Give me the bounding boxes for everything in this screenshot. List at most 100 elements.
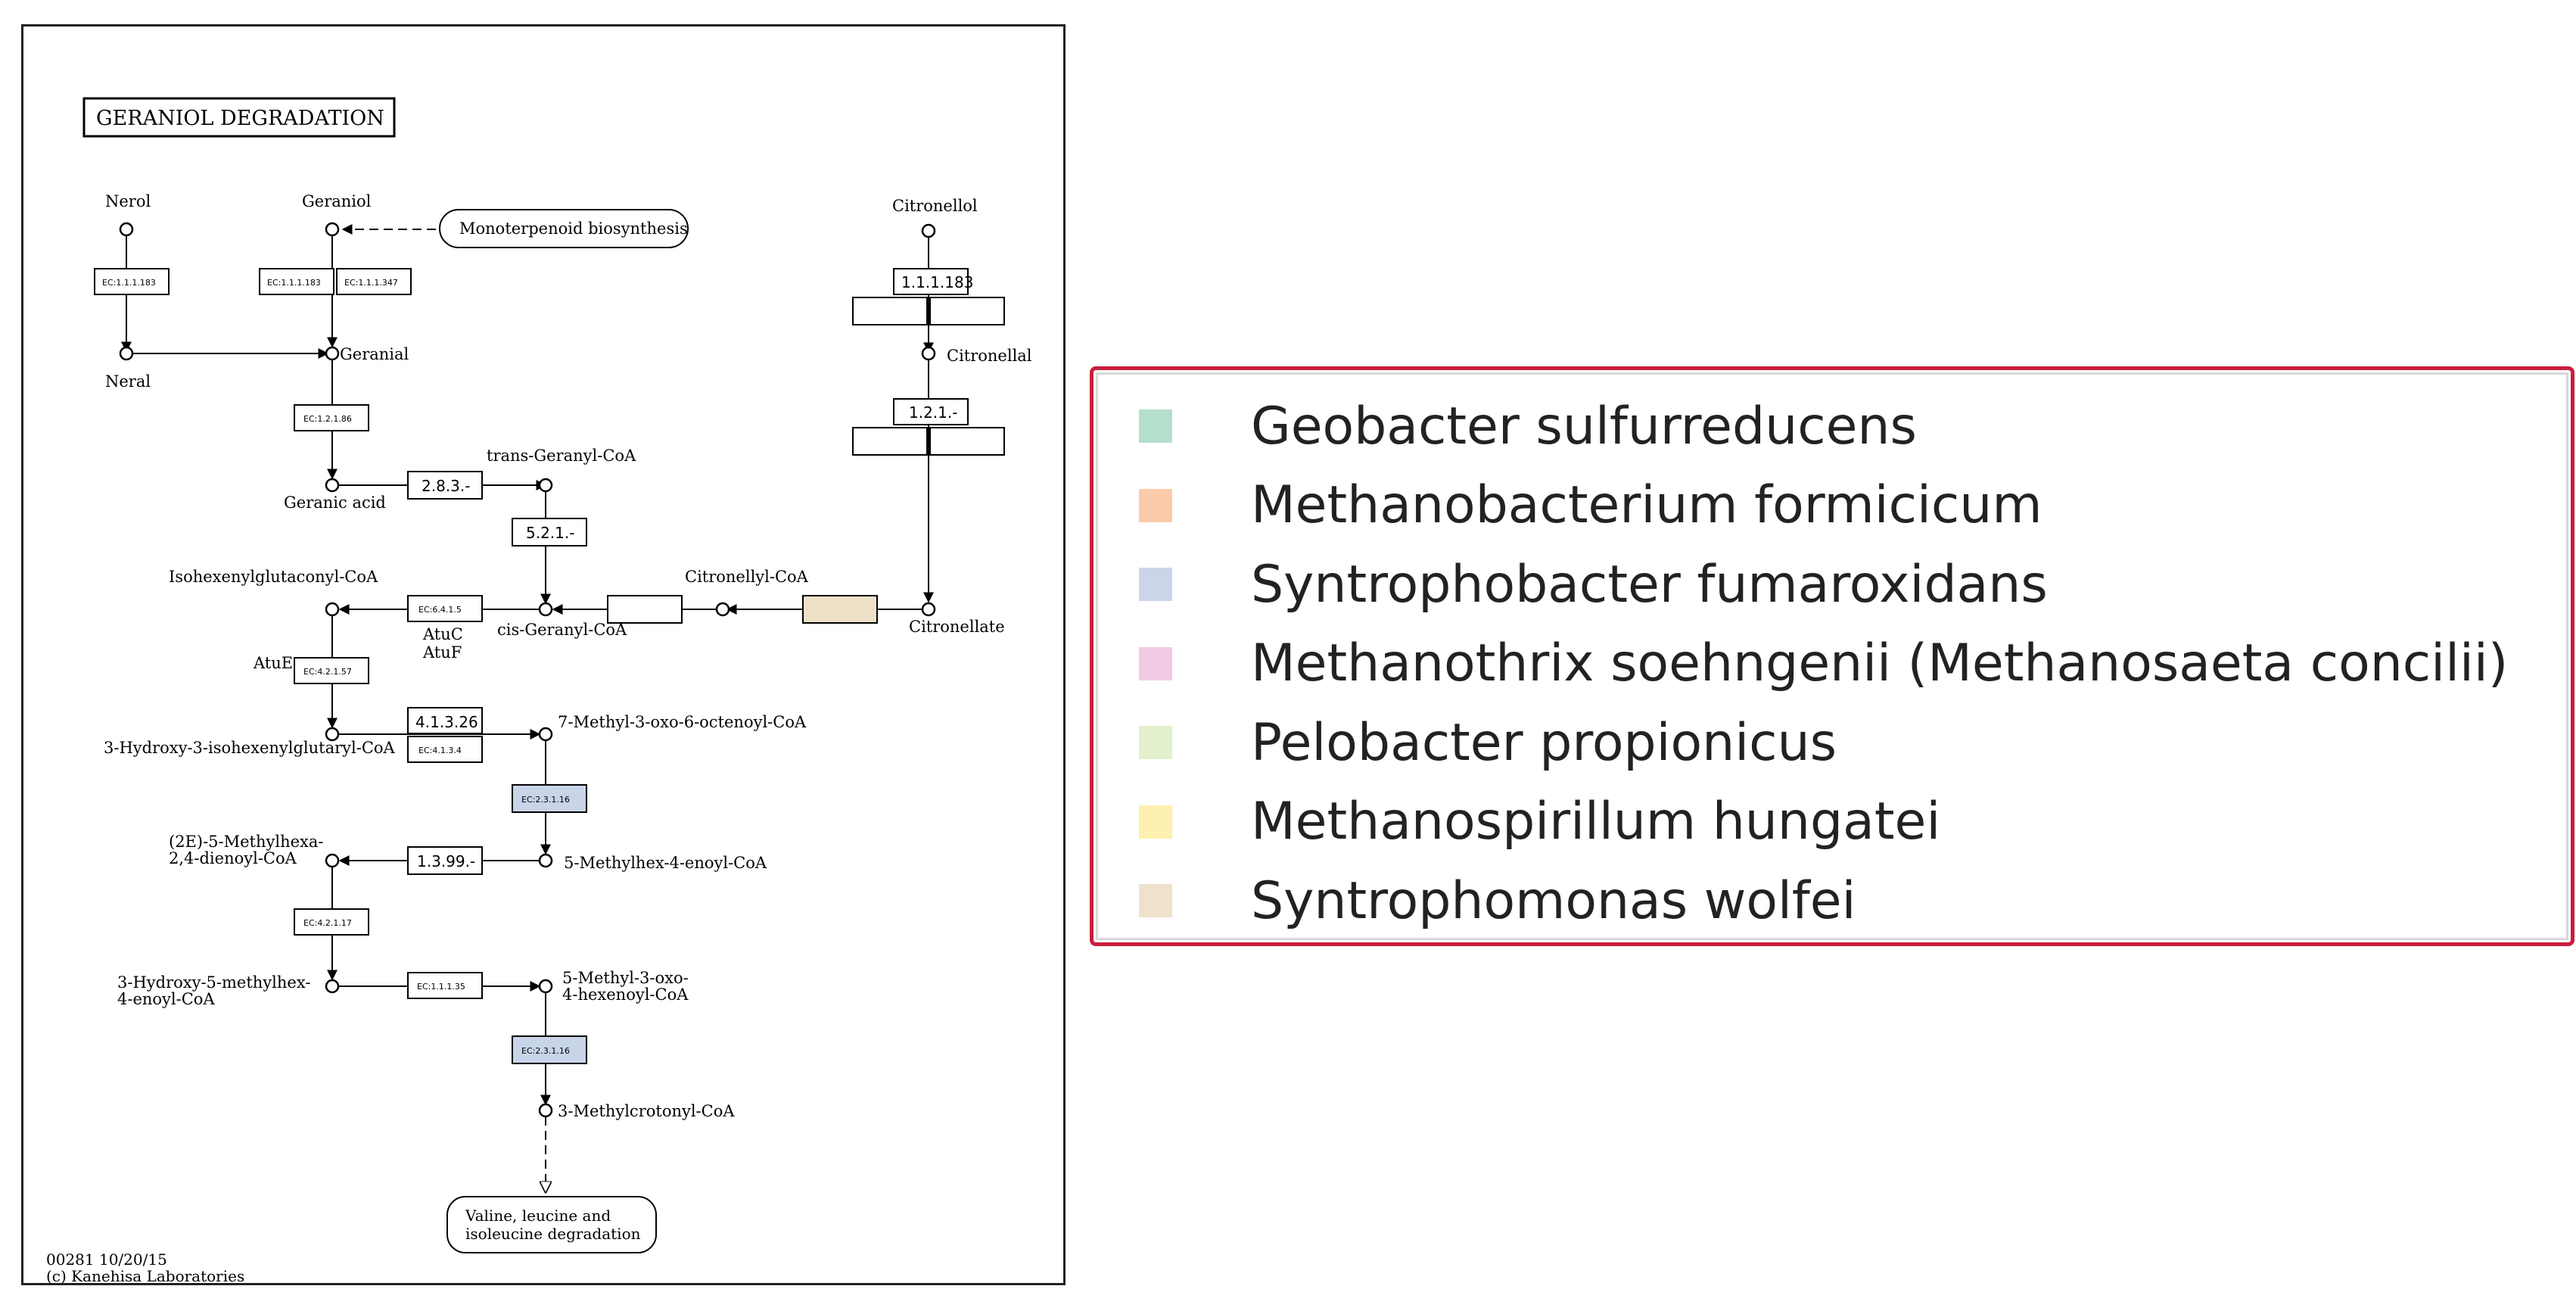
- enzyme-box-citronellol-empty-b[interactable]: [929, 297, 1005, 325]
- compound-node-geranial[interactable]: [325, 346, 340, 361]
- compound-node-citronellol[interactable]: [921, 223, 936, 238]
- label-atuf: AtuF: [422, 643, 462, 662]
- legend-item: Methanospirillum hungatei: [1139, 783, 2508, 862]
- compound-node-hydroxy-methylhex-enoyl-coa[interactable]: [325, 979, 340, 994]
- enzyme-box-nerol[interactable]: [94, 268, 170, 295]
- enzyme-label-acyltransferase-1: EC:2.3.1.16: [521, 795, 570, 805]
- enzyme-box-geranial[interactable]: [294, 404, 369, 431]
- enzyme-box-hydratase-2[interactable]: [294, 908, 369, 936]
- enzyme-box-ligase[interactable]: [407, 471, 483, 500]
- legend-label: Syntrophomonas wolfei: [1251, 870, 1856, 931]
- legend-swatch: [1139, 805, 1172, 839]
- label-isohexenylglutaconyl-coa: Isohexenylglutaconyl-CoA: [169, 568, 378, 586]
- legend-label: Methanospirillum hungatei: [1251, 792, 1941, 852]
- label-geranic-acid: Geranic acid: [284, 494, 386, 512]
- compound-node-methylcrotonyl-coa[interactable]: [538, 1103, 553, 1118]
- footer-copyright: (c) Kanehisa Laboratories: [46, 1267, 244, 1285]
- enzyme-box-citronellal-empty-b[interactable]: [929, 427, 1005, 456]
- label-hydroxy-methylhex-line1: 3-Hydroxy-5-methylhex-: [117, 973, 310, 992]
- enzyme-label-oxidoreductase: 1.3.99.-: [417, 852, 475, 870]
- enzyme-box-citronellyl-empty[interactable]: [607, 595, 683, 624]
- compound-node-methyl-oxo-hexenoyl-coa[interactable]: [538, 979, 553, 994]
- enzyme-label-citronellal: 1.2.1.-: [909, 403, 957, 422]
- legend-label: Geobacter sulfurreducens: [1251, 396, 1917, 456]
- enzyme-box-citronellal[interactable]: [893, 398, 969, 425]
- legend-swatch: [1139, 568, 1172, 602]
- label-atue: AtuE: [253, 654, 293, 672]
- legend-items: Geobacter sulfurreducens Methanobacterium…: [1139, 387, 2508, 941]
- map-link-monoterpenoid[interactable]: [439, 209, 689, 248]
- enzyme-box-citronellal-empty-a[interactable]: [852, 427, 928, 456]
- legend-item: Methanobacterium formicicum: [1139, 466, 2508, 546]
- enzyme-label-lyase-a: 4.1.3.26: [415, 713, 478, 731]
- label-hydroxy-methylhex-line2: 4-enoyl-CoA: [117, 990, 215, 1008]
- compound-node-neral[interactable]: [119, 346, 134, 361]
- legend-swatch: [1139, 488, 1172, 522]
- enzyme-box-oxidoreductase[interactable]: [407, 846, 483, 875]
- enzyme-box-citronellol-empty-a[interactable]: [852, 297, 928, 325]
- enzyme-label-acyltransferase-2: EC:2.3.1.16: [521, 1046, 570, 1056]
- compound-node-geranic-acid[interactable]: [325, 478, 340, 493]
- label-methyl-oxo-hexenoyl-line1: 5-Methyl-3-oxo-: [562, 969, 689, 987]
- label-citronellal: Citronellal: [947, 347, 1032, 365]
- legend-label: Methanobacterium formicicum: [1251, 475, 2042, 536]
- legend-label: Pelobacter propionicus: [1251, 712, 1837, 773]
- enzyme-label-lyase-b: EC:4.1.3.4: [418, 746, 462, 755]
- enzyme-box-acyltransferase-2[interactable]: [512, 1035, 587, 1064]
- compound-node-trans-geranyl-coa[interactable]: [538, 478, 553, 493]
- enzyme-label-dehydrogenase: EC:1.1.1.35: [417, 982, 465, 992]
- legend-swatch: [1139, 646, 1172, 680]
- pathway-map-panel: GERANIOL DEGRADATION: [21, 24, 1066, 1285]
- enzyme-box-dehydrogenase[interactable]: [407, 972, 483, 999]
- label-geraniol: Geraniol: [302, 192, 372, 210]
- legend-item: Syntrophobacter fumaroxidans: [1139, 545, 2508, 624]
- label-methyl-oxo-hexenoyl-line2: 4-hexenoyl-CoA: [562, 986, 689, 1004]
- label-methyl-oxo-octenoyl-coa: 7-Methyl-3-oxo-6-octenoyl-CoA: [558, 713, 807, 731]
- compound-node-hydroxy-isohexenylglutaryl-coa[interactable]: [325, 727, 340, 742]
- compound-node-nerol[interactable]: [119, 222, 134, 237]
- compound-node-geraniol[interactable]: [325, 222, 340, 237]
- species-legend: Geobacter sulfurreducens Methanobacterium…: [1090, 366, 2574, 946]
- label-neral: Neral: [105, 372, 151, 391]
- enzyme-box-geraniol-b[interactable]: [336, 268, 412, 295]
- enzyme-label-carboxylase: EC:6.4.1.5: [418, 605, 462, 615]
- map-link-valine[interactable]: [446, 1196, 657, 1253]
- enzyme-label-geraniol-a: EC:1.1.1.183: [267, 278, 321, 288]
- enzyme-label-hydratase: EC:4.2.1.57: [303, 667, 352, 677]
- enzyme-label-ligase: 2.8.3.-: [422, 477, 470, 495]
- enzyme-label-geranial: EC:1.2.1.86: [303, 414, 352, 424]
- label-methylhex-enoyl-coa: 5-Methylhex-4-enoyl-CoA: [564, 854, 767, 872]
- label-citronellol: Citronellol: [892, 197, 978, 215]
- label-methylhexadienoyl-coa-line2: 2,4-dienoyl-CoA: [169, 849, 297, 867]
- enzyme-box-acyltransferase-1[interactable]: [512, 784, 587, 813]
- label-methylhexadienoyl-coa-line1: (2E)-5-Methylhexa-: [169, 833, 324, 851]
- compound-node-cis-geranyl-coa[interactable]: [538, 602, 553, 617]
- compound-node-methylhexadienoyl-coa[interactable]: [325, 853, 340, 868]
- legend-label: Methanothrix soehngenii (Methanosaeta co…: [1251, 634, 2509, 694]
- enzyme-label-geraniol-b: EC:1.1.1.347: [344, 278, 398, 288]
- legend-item: Pelobacter propionicus: [1139, 703, 2508, 783]
- enzyme-box-carboxylase[interactable]: [407, 595, 483, 622]
- enzyme-box-geraniol-a[interactable]: [259, 268, 334, 295]
- enzyme-box-hydratase[interactable]: [294, 657, 369, 684]
- compound-node-methylhex-enoyl-coa[interactable]: [538, 853, 553, 868]
- legend-item: Methanothrix soehngenii (Methanosaeta co…: [1139, 624, 2508, 704]
- compound-node-isohexenylglutaconyl-coa[interactable]: [325, 602, 340, 617]
- compound-node-citronellyl-coa[interactable]: [715, 602, 730, 617]
- pathway-diagram: GERANIOL DEGRADATION: [46, 97, 1032, 1285]
- label-hydroxy-isohexenylglutaryl-coa: 3-Hydroxy-3-isohexenylglutaryl-CoA: [104, 739, 396, 757]
- pathway-title: GERANIOL DEGRADATION: [96, 107, 384, 130]
- label-cis-geranyl-coa: cis-Geranyl-CoA: [497, 621, 627, 639]
- map-link-valine-line1: Valine, leucine and: [465, 1207, 611, 1225]
- compound-node-methyl-oxo-octenoyl-coa[interactable]: [538, 727, 553, 742]
- enzyme-box-lyase-b[interactable]: [407, 736, 483, 763]
- label-citronellate: Citronellate: [909, 618, 1005, 636]
- compound-node-citronellate[interactable]: [921, 602, 936, 617]
- enzyme-box-isomerase[interactable]: [512, 518, 587, 546]
- legend-swatch: [1139, 409, 1172, 444]
- enzyme-box-syntrophomonas[interactable]: [802, 595, 878, 624]
- compound-node-citronellal[interactable]: [921, 346, 936, 361]
- enzyme-box-citronellol[interactable]: [893, 268, 969, 295]
- enzyme-box-lyase-a[interactable]: [407, 707, 483, 734]
- enzyme-label-citronellol: 1.1.1.183: [901, 273, 973, 291]
